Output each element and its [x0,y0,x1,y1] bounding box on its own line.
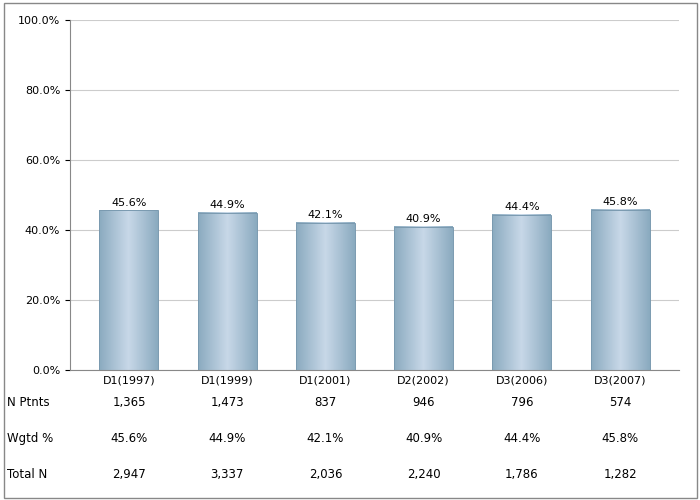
Bar [394,227,453,370]
Text: 1,282: 1,282 [603,468,637,481]
Text: 42.1%: 42.1% [307,432,344,445]
Text: 40.9%: 40.9% [406,214,442,224]
Bar [591,210,650,370]
Text: Wgtd %: Wgtd % [7,432,53,445]
Text: 1,473: 1,473 [210,396,244,409]
Text: 574: 574 [609,396,631,409]
Text: 2,947: 2,947 [112,468,146,481]
Bar [296,222,355,370]
Text: 44.4%: 44.4% [503,432,540,445]
Bar [99,210,158,370]
Bar [197,213,257,370]
Text: 45.6%: 45.6% [111,198,146,207]
Text: 946: 946 [412,396,435,409]
Text: 2,240: 2,240 [407,468,440,481]
Text: 796: 796 [510,396,533,409]
Text: 3,337: 3,337 [211,468,244,481]
Text: 1,786: 1,786 [505,468,539,481]
Text: N Ptnts: N Ptnts [7,396,50,409]
Text: 44.4%: 44.4% [504,202,540,212]
Bar [492,214,552,370]
Text: 1,365: 1,365 [112,396,146,409]
Text: 44.9%: 44.9% [209,200,245,210]
Text: 45.8%: 45.8% [602,197,638,207]
Text: Total N: Total N [7,468,48,481]
Text: 42.1%: 42.1% [307,210,343,220]
Text: 40.9%: 40.9% [405,432,442,445]
Text: 45.8%: 45.8% [601,432,638,445]
Text: 2,036: 2,036 [309,468,342,481]
Text: 837: 837 [314,396,337,409]
Text: 44.9%: 44.9% [209,432,246,445]
Text: 45.6%: 45.6% [111,432,148,445]
